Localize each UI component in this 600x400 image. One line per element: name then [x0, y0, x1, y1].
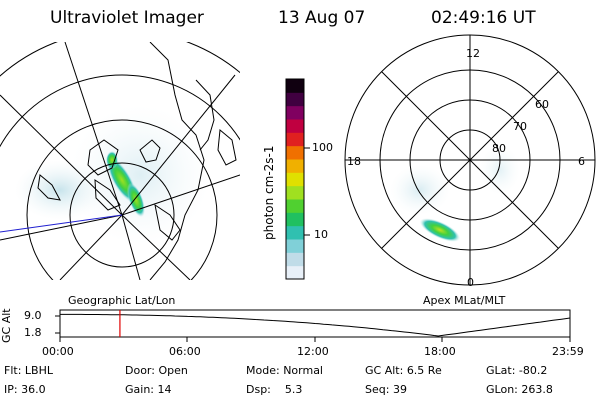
altitude-xtick-2359: 23:59 — [552, 345, 584, 358]
colorbar-cell — [286, 132, 304, 147]
altitude-xtick-1800: 18:00 — [424, 345, 456, 358]
colorbar-cell — [286, 199, 304, 213]
glon-info: GLon: 263.8 — [486, 383, 553, 396]
colorbar-tick-100: 100 — [312, 141, 333, 154]
altitude-plot — [55, 309, 571, 342]
polar-plot — [344, 34, 596, 286]
mode-info: Mode: Normal — [246, 364, 323, 377]
mlt-label-12: 12 — [466, 47, 480, 60]
altitude-xtick-1200: 12:00 — [297, 345, 329, 358]
colorbar-cell — [286, 105, 304, 120]
mlat-label-60: 60 — [535, 98, 549, 111]
colorbar-cell — [286, 119, 304, 133]
ip-info: IP: 36.0 — [4, 383, 46, 396]
geographic-map — [0, 42, 240, 280]
mlt-label-6: 6 — [578, 155, 585, 168]
time-label: 02:49:16 UT — [431, 8, 536, 28]
colorbar-unit-label: photon cm-2s-1 — [262, 145, 276, 241]
altitude-ytick-9: 9.0 — [24, 309, 42, 322]
app-title: Ultraviolet Imager — [50, 8, 204, 28]
mlt-label-18: 18 — [347, 155, 361, 168]
colorbar-cell — [286, 185, 304, 200]
seq-info: Seq: 39 — [365, 383, 407, 396]
colorbar — [285, 78, 310, 280]
altitude-ytick-1.8: 1.8 — [24, 326, 42, 339]
colorbar-cell — [286, 265, 304, 280]
altitude-ylabel: GC Alt — [0, 308, 13, 343]
colorbar-tick-10: 10 — [314, 228, 328, 241]
glat-info: GLat: -80.2 — [486, 364, 548, 377]
dsp-info: Dsp: 5.3 — [246, 383, 303, 396]
colorbar-cell — [286, 145, 304, 160]
colorbar-cell — [286, 92, 304, 107]
altitude-xtick-0600: 06:00 — [169, 345, 201, 358]
colorbar-cell — [286, 252, 304, 267]
altitude-xtick-0000: 00:00 — [42, 345, 74, 358]
mlt-label-0: 0 — [467, 276, 474, 289]
date-label: 13 Aug 07 — [278, 8, 366, 28]
gcalt-info: GC Alt: 6.5 Re — [365, 364, 442, 377]
colorbar-cell — [286, 159, 304, 173]
polar-plot-label: Apex MLat/MLT — [423, 294, 506, 307]
door-info: Door: Open — [125, 364, 188, 377]
colorbar-cell — [286, 225, 304, 240]
colorbar-cell — [286, 79, 304, 93]
colorbar-cell — [286, 172, 304, 187]
mlat-label-70: 70 — [513, 120, 527, 133]
colorbar-cell — [286, 212, 304, 227]
filter-info: Flt: LBHL — [4, 364, 53, 377]
geo-map-label: Geographic Lat/Lon — [68, 294, 176, 307]
colorbar-cell — [286, 239, 304, 253]
mlat-label-80: 80 — [492, 142, 506, 155]
gain-info: Gain: 14 — [125, 383, 172, 396]
